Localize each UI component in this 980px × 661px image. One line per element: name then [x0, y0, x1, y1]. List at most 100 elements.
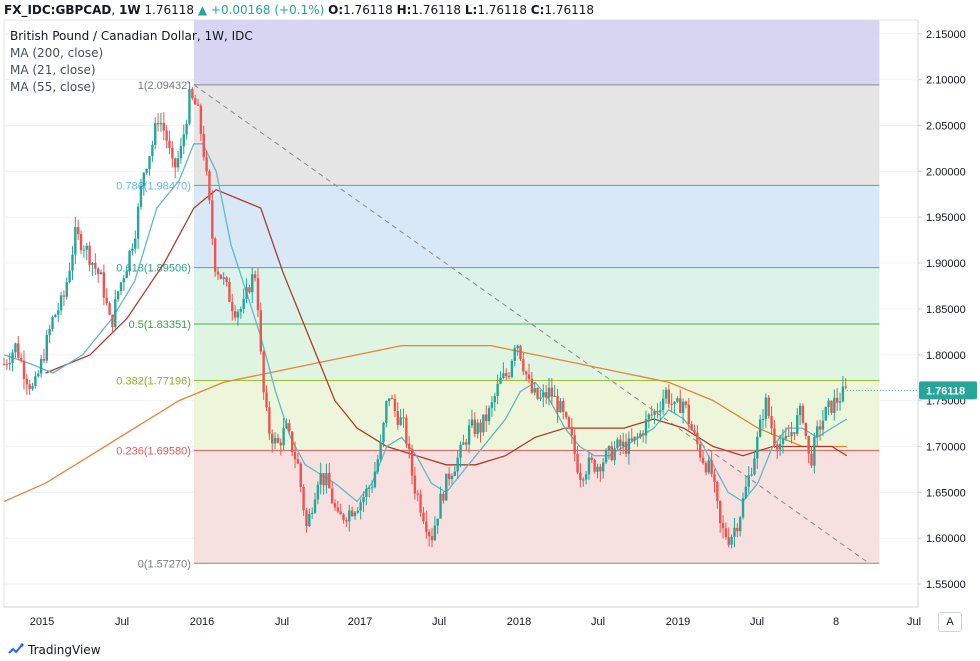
candle-body-99 — [285, 423, 288, 429]
candle-body-25 — [74, 227, 77, 255]
candle-body-97 — [279, 442, 282, 446]
time-tick-label-11: Jul — [907, 616, 921, 628]
candle-body-34 — [99, 272, 103, 275]
candle-body-184 — [527, 374, 531, 379]
candle-body-62 — [179, 146, 183, 159]
candle-body-169 — [485, 414, 488, 422]
candle-body-40 — [116, 291, 120, 300]
candle-body-205 — [587, 457, 591, 475]
chart-legend: British Pound / Canadian Dollar, 1W, IDC… — [10, 28, 253, 96]
candle-body-293 — [838, 401, 842, 403]
close-label: C: — [530, 3, 545, 17]
candle-body-68 — [196, 104, 200, 106]
candle-body-287 — [821, 420, 825, 430]
fib-label-3: 0.5(1.83351) — [129, 319, 191, 331]
candle-body-28 — [82, 249, 86, 251]
symbol: FX_IDC:GBPCAD — [4, 3, 112, 17]
candle-body-267 — [764, 397, 768, 420]
candle-body-83 — [239, 309, 243, 312]
candle-body-171 — [490, 402, 494, 408]
candle-body-282 — [807, 435, 810, 454]
candle-body-179 — [513, 348, 516, 361]
candle-body-270 — [773, 428, 776, 445]
candle-body-291 — [833, 397, 836, 413]
candle-body-148 — [425, 521, 428, 532]
candle-body-141 — [405, 417, 408, 444]
candle-body-187 — [536, 388, 539, 399]
candle-body-203 — [582, 479, 585, 481]
candle-body-89 — [256, 278, 260, 311]
candle-body-223 — [639, 433, 642, 438]
candle-body-27 — [79, 234, 83, 251]
candle-body-93 — [268, 407, 271, 434]
candle-body-107 — [308, 513, 311, 527]
candle-body-121 — [348, 510, 351, 522]
candle-body-2 — [8, 362, 11, 365]
candle-body-157 — [450, 475, 454, 480]
candle-body-208 — [596, 466, 599, 472]
candle-body-104 — [299, 463, 302, 487]
candle-body-95 — [273, 438, 277, 444]
candle-body-147 — [422, 512, 425, 522]
candle-body-212 — [607, 446, 611, 451]
candle-body-74 — [213, 238, 217, 272]
candle-body-278 — [796, 415, 799, 434]
candle-body-127 — [365, 488, 368, 497]
candle-body-114 — [328, 473, 331, 489]
candle-body-281 — [804, 422, 808, 436]
candle-body-289 — [827, 400, 830, 407]
candle-body-124 — [356, 510, 360, 513]
candle-body-210 — [602, 462, 605, 472]
candle-body-207 — [593, 460, 596, 472]
fib-label-5: 0.236(1.69580) — [116, 445, 191, 457]
candle-body-59 — [171, 148, 174, 159]
candle-body-0 — [2, 363, 6, 365]
candle-body-218 — [624, 441, 628, 454]
fib-zone-5 — [193, 450, 880, 564]
candle-body-45 — [131, 248, 134, 251]
last-price: 1.76118 — [144, 3, 195, 17]
candle-body-283 — [810, 453, 813, 466]
candle-body-204 — [584, 474, 588, 480]
candle-body-29 — [85, 245, 88, 250]
candle-body-102 — [293, 452, 297, 460]
ma21-line — [3, 143, 848, 503]
chart-title: British Pound / Canadian Dollar, 1W, IDC — [10, 29, 253, 43]
auto-scale-button[interactable]: A — [938, 612, 962, 632]
candle-body-185 — [530, 378, 534, 393]
legend-ma21[interactable]: MA (21, close) — [10, 63, 96, 77]
candle-body-238 — [681, 401, 685, 413]
high-label: H: — [396, 3, 412, 17]
candle-body-142 — [407, 443, 411, 449]
candle-body-64 — [185, 123, 188, 135]
candle-body-209 — [599, 466, 602, 472]
candle-body-260 — [744, 486, 748, 499]
legend-ma55[interactable]: MA (55, close) — [10, 80, 96, 94]
candle-body-145 — [416, 493, 419, 495]
candle-body-292 — [835, 397, 839, 403]
candle-body-80 — [231, 301, 234, 312]
candle-body-8 — [25, 378, 29, 385]
time-tick-label-9: Jul — [750, 616, 764, 628]
price-change: ▲ +0.00168 (+0.1%) — [197, 3, 325, 17]
candle-body-20 — [59, 295, 63, 311]
candle-body-12 — [37, 373, 40, 377]
last-price-badge — [919, 381, 977, 400]
candle-body-221 — [633, 436, 636, 441]
legend-ma200[interactable]: MA (200, close) — [10, 46, 104, 60]
candle-body-33 — [96, 268, 100, 275]
candle-body-276 — [790, 432, 793, 437]
fib-zone-3 — [193, 324, 880, 381]
candle-body-61 — [176, 158, 180, 168]
candle-body-96 — [276, 438, 280, 443]
candle-body-164 — [470, 419, 474, 426]
candle-body-250 — [716, 481, 719, 501]
candle-body-236 — [676, 398, 679, 402]
price-chart[interactable]: 1(2.09432) 0.786(1.98470) 0.618(1.89506) 0.… — [0, 0, 980, 640]
candle-body-66 — [191, 88, 194, 99]
high-value: 1.76118 — [411, 3, 462, 17]
time-tick-label-0: 2015 — [30, 616, 54, 628]
candle-body-47 — [136, 206, 140, 239]
fib-top-band — [193, 20, 880, 85]
candle-body-176 — [504, 373, 508, 377]
